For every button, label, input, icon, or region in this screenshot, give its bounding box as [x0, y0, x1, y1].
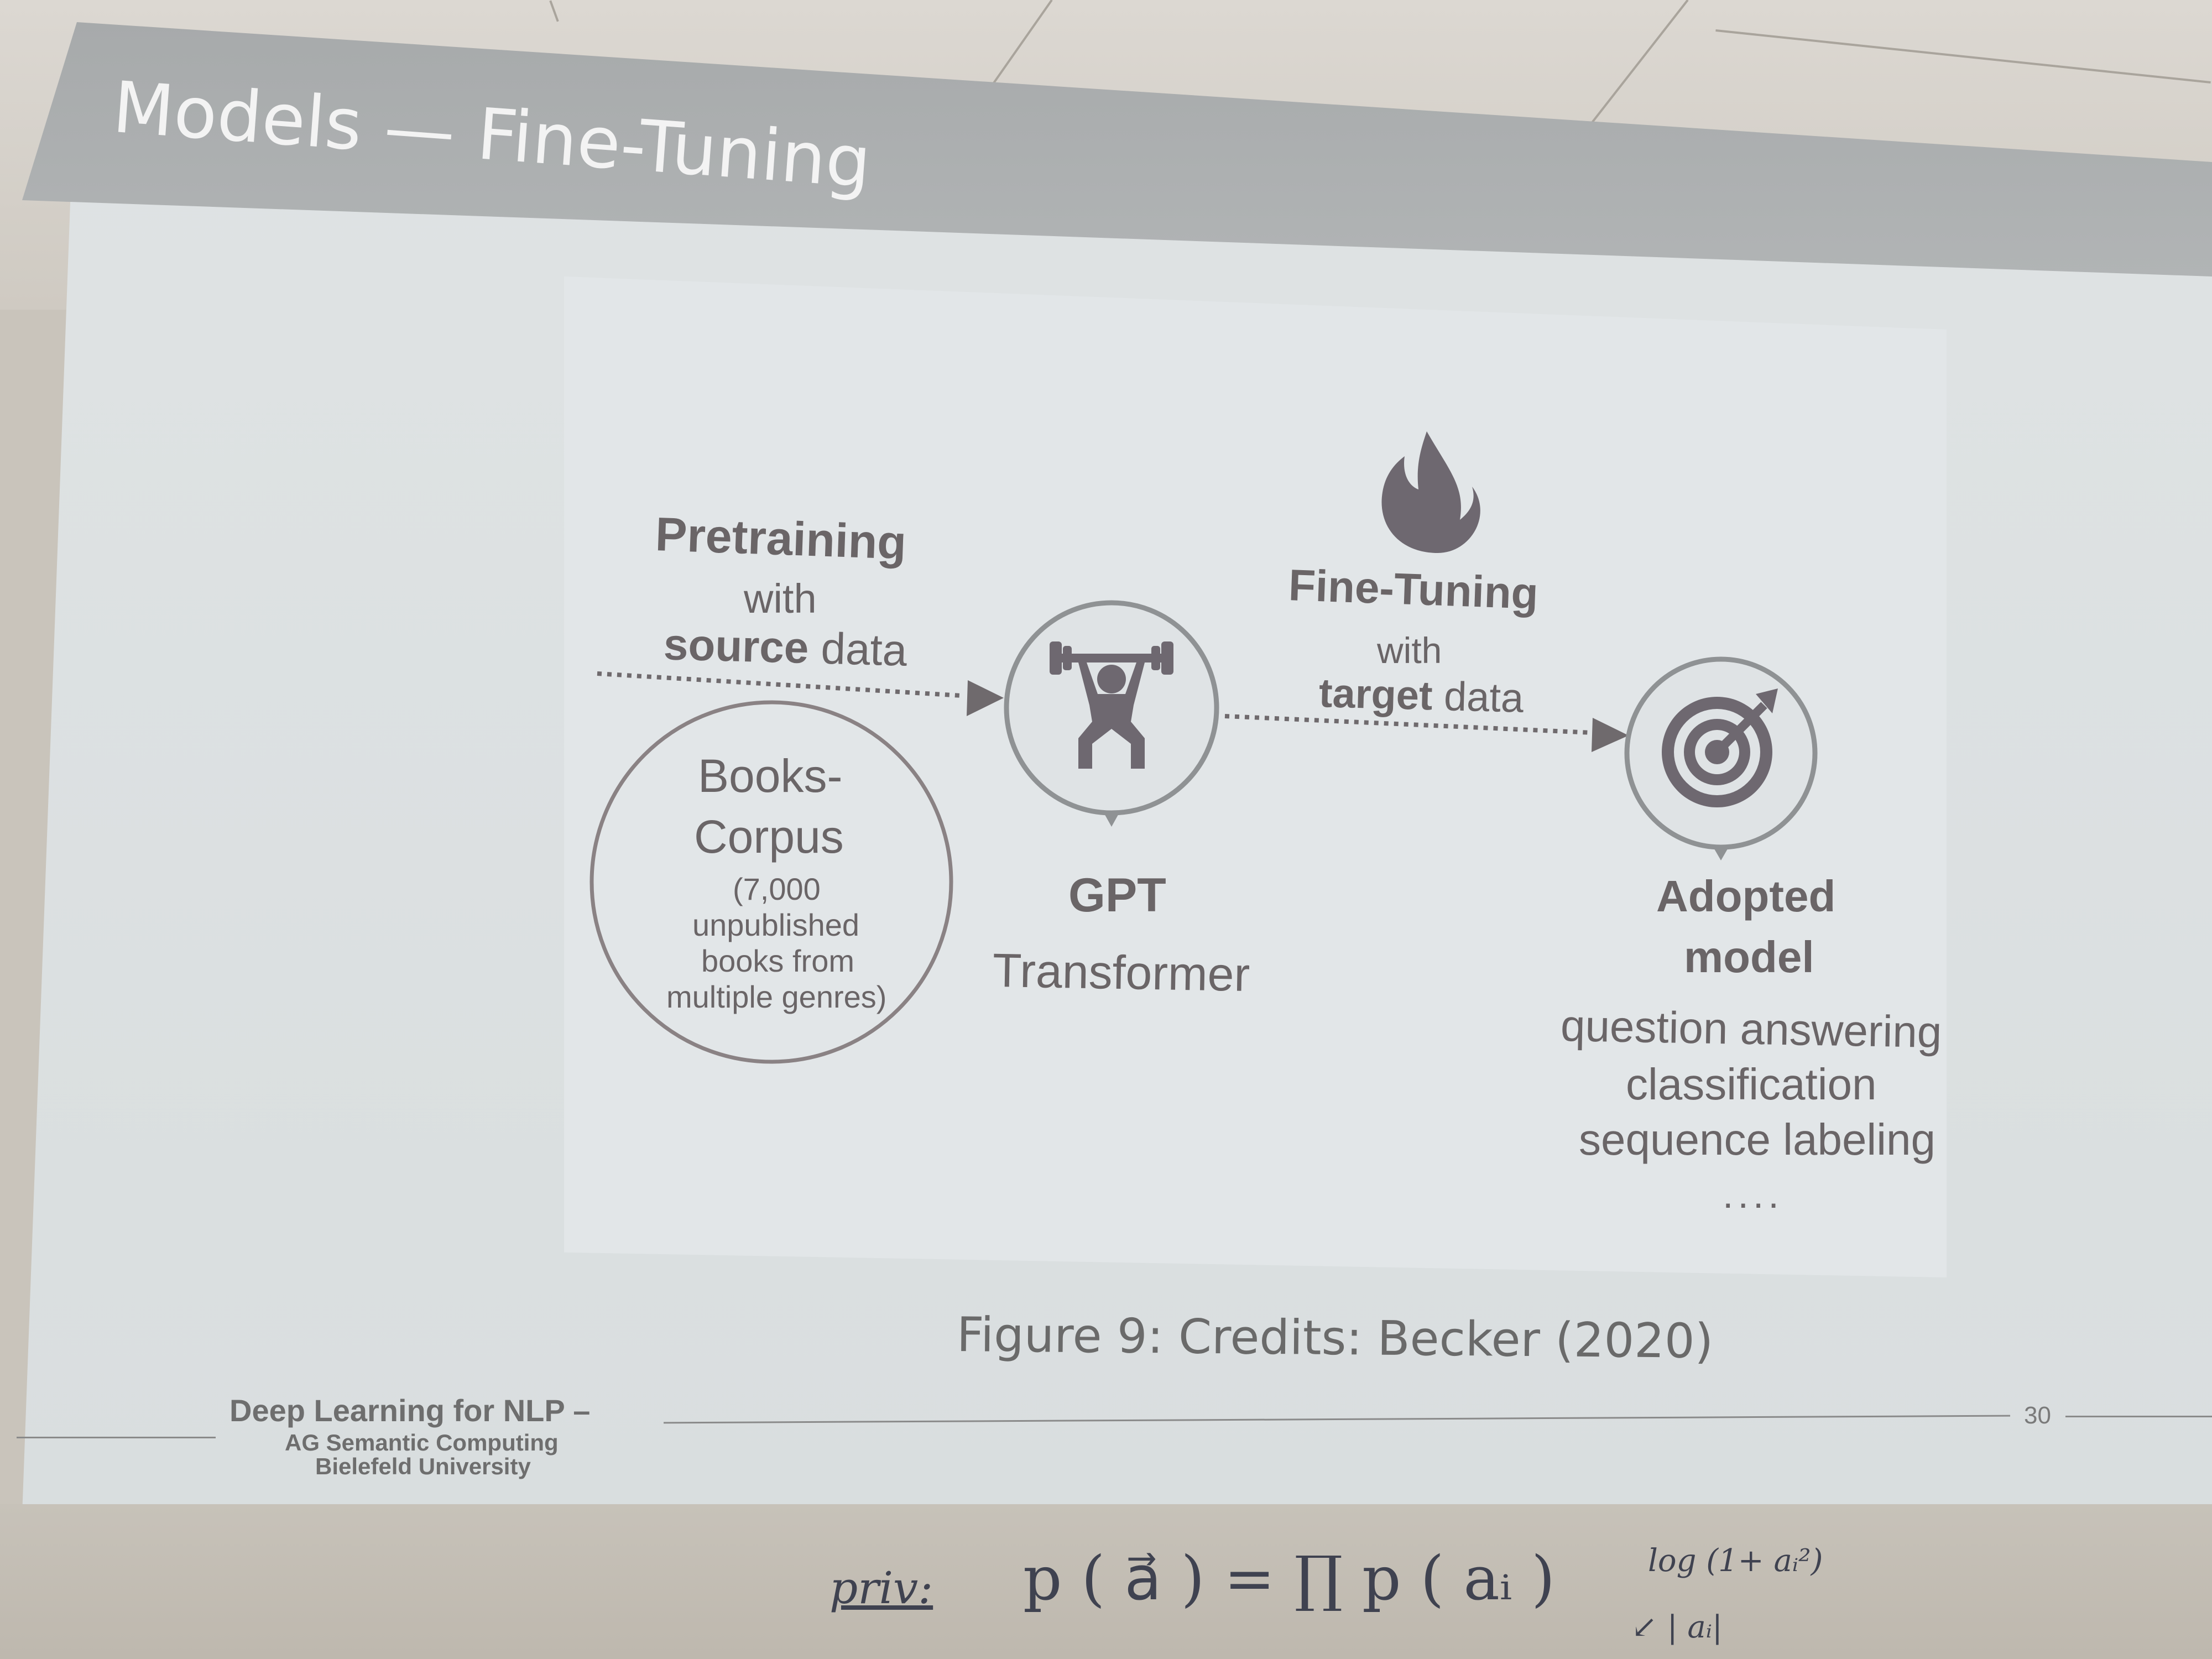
corpus-circle — [589, 700, 953, 1064]
pretraining-heading: Pretraining — [654, 508, 907, 570]
corpus-detail-line4: multiple genres) — [666, 979, 887, 1014]
footer-course-title: Deep Learning for NLP – — [229, 1393, 591, 1428]
gpt-subtitle: Transformer — [992, 943, 1250, 1002]
pretraining-with: with — [744, 576, 817, 622]
footer-rule-left — [17, 1437, 216, 1438]
corpus-title-line1: Books- — [698, 750, 843, 802]
footer-group: AG Semantic Computing — [285, 1430, 559, 1455]
whiteboard-side-note-2: ↙ | aᵢ| — [1631, 1609, 1723, 1645]
gpt-title: GPT — [1068, 869, 1166, 922]
finetuning-target-data: target data — [1318, 669, 1524, 722]
target-word: target — [1318, 670, 1433, 719]
whiteboard-side-note: log (1+ aᵢ²) — [1648, 1543, 1823, 1579]
source-data-word: data — [808, 623, 908, 675]
footer-university: Bielefeld University — [315, 1453, 531, 1479]
corpus-detail-line1: (7,000 — [733, 872, 821, 906]
pretraining-arrow — [597, 671, 1004, 716]
whiteboard-prior-label: priv: — [830, 1562, 933, 1614]
task-item-question-answering: question answering — [1560, 1000, 1943, 1057]
whiteboard — [0, 1504, 2212, 1659]
source-word: source — [662, 619, 810, 673]
corpus-title-line2: Corpus — [694, 811, 844, 863]
task-item-ellipsis: .... — [1723, 1173, 1783, 1216]
adopted-model-line2: model — [1684, 932, 1814, 982]
pretraining-source-data: source data — [663, 619, 908, 676]
target-icon — [1662, 688, 1778, 807]
corpus-detail-line3: books from — [701, 943, 854, 978]
whiteboard-formula: p ( a⃗ ) = ∏ p ( aᵢ ) — [1023, 1543, 1556, 1614]
adopted-model-line1: Adopted — [1656, 872, 1836, 921]
corpus-detail-line2: unpublished — [692, 907, 860, 942]
task-item-sequence-labeling: sequence labeling — [1579, 1115, 1936, 1164]
target-data-word: data — [1432, 672, 1525, 721]
figure-caption: Figure 9: Credits: Becker (2020) — [956, 1307, 1714, 1369]
task-item-classification: classification — [1626, 1060, 1877, 1109]
finetuning-with: with — [1377, 630, 1442, 671]
footer-rule-right — [2065, 1416, 2212, 1417]
finetuning-heading: Fine-Tuning — [1287, 560, 1540, 618]
finetuning-arrow — [1224, 714, 1629, 752]
slide-page-number: 30 — [2024, 1402, 2051, 1429]
flame-icon — [1381, 431, 1480, 553]
weightlifter-icon — [1050, 641, 1173, 769]
